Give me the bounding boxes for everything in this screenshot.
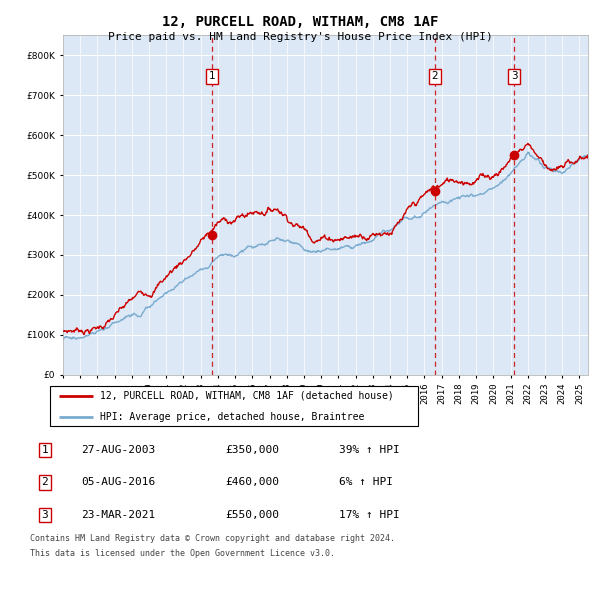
Text: £460,000: £460,000 [225,477,279,487]
Text: 17% ↑ HPI: 17% ↑ HPI [339,510,400,520]
Text: 23-MAR-2021: 23-MAR-2021 [81,510,155,520]
Text: This data is licensed under the Open Government Licence v3.0.: This data is licensed under the Open Gov… [30,549,335,558]
Text: 3: 3 [41,510,49,520]
Text: 2: 2 [41,477,49,487]
Text: 1: 1 [209,71,215,81]
Text: Contains HM Land Registry data © Crown copyright and database right 2024.: Contains HM Land Registry data © Crown c… [30,534,395,543]
Text: HPI: Average price, detached house, Braintree: HPI: Average price, detached house, Brai… [100,412,364,422]
Text: 39% ↑ HPI: 39% ↑ HPI [339,445,400,455]
Text: 05-AUG-2016: 05-AUG-2016 [81,477,155,487]
FancyBboxPatch shape [50,386,418,425]
Text: £350,000: £350,000 [225,445,279,455]
Text: 3: 3 [511,71,518,81]
Text: 6% ↑ HPI: 6% ↑ HPI [339,477,393,487]
Text: £550,000: £550,000 [225,510,279,520]
Text: 12, PURCELL ROAD, WITHAM, CM8 1AF (detached house): 12, PURCELL ROAD, WITHAM, CM8 1AF (detac… [100,391,394,401]
Text: 27-AUG-2003: 27-AUG-2003 [81,445,155,455]
Text: 12, PURCELL ROAD, WITHAM, CM8 1AF: 12, PURCELL ROAD, WITHAM, CM8 1AF [162,15,438,29]
Text: Price paid vs. HM Land Registry's House Price Index (HPI): Price paid vs. HM Land Registry's House … [107,32,493,42]
Text: 1: 1 [41,445,49,455]
Text: 2: 2 [431,71,438,81]
